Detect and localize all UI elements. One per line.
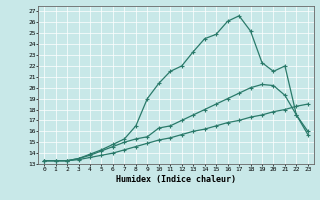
X-axis label: Humidex (Indice chaleur): Humidex (Indice chaleur) <box>116 175 236 184</box>
